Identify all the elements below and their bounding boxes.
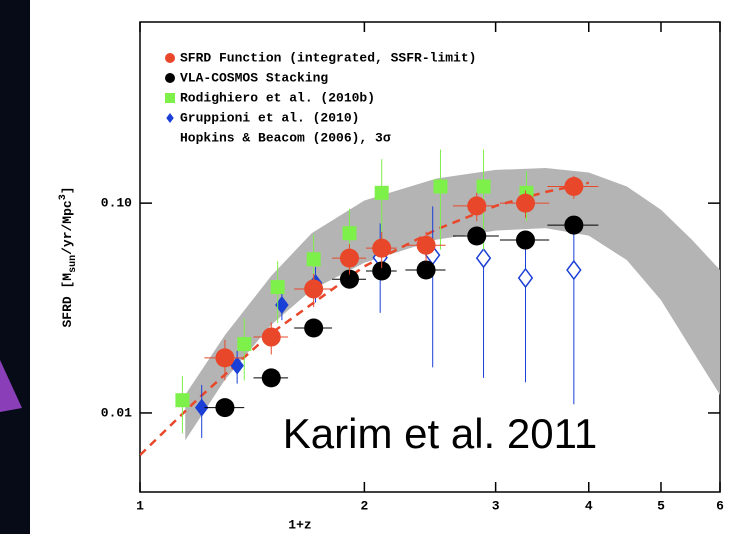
x-axis-label: 1+z — [288, 517, 311, 532]
legend-marker — [165, 73, 175, 83]
x-tick-label: 4 — [585, 498, 593, 513]
legend-label: Hopkins & Beacom (2006), 3σ — [180, 130, 391, 145]
marker — [262, 368, 281, 387]
legend-marker — [165, 53, 175, 63]
legend-marker — [165, 93, 175, 103]
y-label-part: SFRD [M — [60, 273, 75, 328]
marker — [372, 239, 391, 258]
legend-label: SFRD Function (integrated, SSFR-limit) — [180, 50, 476, 65]
marker — [215, 348, 234, 367]
marker — [477, 180, 491, 194]
marker — [340, 249, 359, 268]
marker — [564, 177, 583, 196]
marker — [304, 279, 323, 298]
marker — [304, 319, 323, 338]
marker — [433, 180, 447, 194]
x-tick-label: 2 — [360, 498, 368, 513]
marker — [516, 231, 535, 250]
marker — [516, 194, 535, 213]
x-tick-label: 5 — [657, 498, 665, 513]
annotation: Karim et al. 2011 — [283, 410, 597, 457]
y-label-part: ] — [60, 186, 75, 194]
marker — [237, 337, 251, 351]
marker — [215, 398, 234, 417]
x-tick-label: 3 — [492, 498, 500, 513]
marker — [307, 252, 321, 266]
y-label-sub: sun — [68, 255, 79, 273]
marker — [175, 393, 189, 407]
marker — [467, 196, 486, 215]
chart: 1+z SFRD [Msun/yr/Mpc3] 1234560.100.01SF… — [0, 0, 739, 534]
marker — [262, 328, 281, 347]
marker — [467, 227, 486, 246]
x-tick-label: 6 — [716, 498, 724, 513]
legend-label: Rodighiero et al. (2010b) — [180, 90, 375, 105]
marker — [417, 236, 436, 255]
legend-label: Gruppioni et al. (2010) — [180, 110, 359, 125]
marker — [564, 216, 583, 235]
marker — [342, 226, 356, 240]
y-tick-label: 0.10 — [101, 196, 132, 211]
x-tick-label: 1 — [136, 498, 144, 513]
marker — [417, 261, 436, 280]
marker — [271, 280, 285, 294]
marker — [375, 186, 389, 200]
legend-label: VLA-COSMOS Stacking — [180, 70, 328, 85]
y-tick-label: 0.01 — [101, 405, 132, 420]
y-label-part: /yr/Mpc — [60, 200, 75, 255]
